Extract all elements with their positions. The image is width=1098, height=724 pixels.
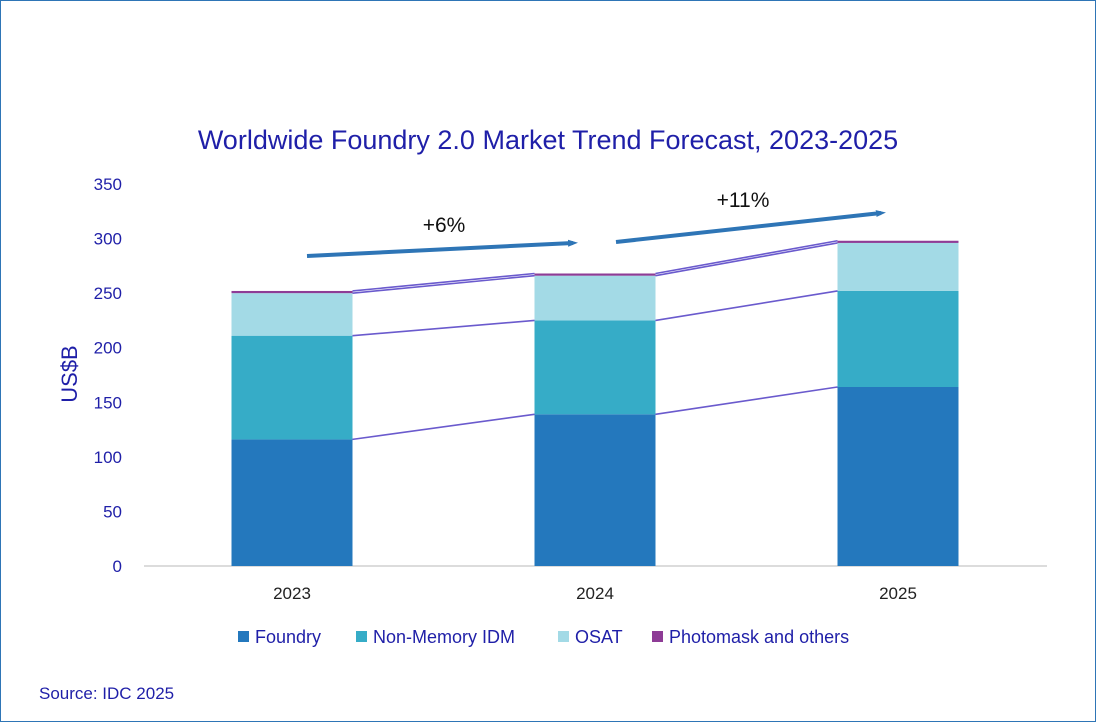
y-tick-label-250: 250 — [94, 284, 122, 303]
growth-annotations: +6% +11% — [306, 189, 886, 258]
bar-photomask-and-others-2023 — [231, 290, 353, 294]
bar-non-memory-idm-2024 — [534, 320, 656, 415]
growth-arrow-2024-2025 — [615, 210, 886, 244]
growth-label-2025: +11% — [717, 189, 770, 212]
legend: Foundry Non-Memory IDM OSAT Photomask and o… — [238, 627, 849, 647]
bar-foundry-2025 — [837, 387, 959, 566]
legend-swatch-foundry — [238, 631, 249, 642]
x-tick-label-2025: 2025 — [879, 584, 917, 603]
bar-foundry-2024 — [534, 414, 656, 566]
x-tick-label-2024: 2024 — [576, 584, 614, 603]
connector-non-memory-idm-2023-2024 — [352, 319, 535, 337]
y-tick-label-300: 300 — [94, 230, 122, 249]
y-axis-ticks: 0 50 100 150 200 250 300 350 — [94, 175, 122, 576]
y-tick-label-0: 0 — [113, 557, 122, 576]
x-tick-label-2023: 2023 — [273, 584, 311, 603]
series-connector-lines — [352, 239, 838, 441]
y-axis-label: US$B — [57, 345, 82, 402]
growth-label-2024: +6% — [423, 214, 466, 237]
bar-osat-2025 — [837, 242, 959, 291]
bar-photomask-and-others-2024 — [534, 273, 656, 276]
source-note: Source: IDC 2025 — [39, 684, 174, 703]
connector-osat-2024-2025 — [655, 242, 838, 277]
y-tick-label-350: 350 — [94, 175, 122, 194]
bar-foundry-2023 — [231, 439, 353, 566]
bar-non-memory-idm-2023 — [231, 335, 353, 440]
bars-group — [231, 240, 959, 566]
legend-swatch-non-memory-idm — [356, 631, 367, 642]
y-tick-label-50: 50 — [103, 502, 122, 521]
connector-non-memory-idm-2024-2025 — [655, 290, 838, 322]
legend-label-foundry: Foundry — [255, 627, 321, 647]
y-tick-label-200: 200 — [94, 339, 122, 358]
bar-osat-2023 — [231, 293, 353, 336]
y-tick-label-150: 150 — [94, 393, 122, 412]
legend-label-osat: OSAT — [575, 627, 623, 647]
legend-swatch-photomask-and-others — [652, 631, 663, 642]
legend-label-non-memory-idm: Non-Memory IDM — [373, 627, 515, 647]
connector-photomask-and-others-2024-2025 — [655, 239, 838, 275]
y-tick-label-100: 100 — [94, 448, 122, 467]
bar-non-memory-idm-2025 — [837, 290, 959, 388]
chart-title: Worldwide Foundry 2.0 Market Trend Forec… — [198, 125, 898, 155]
legend-swatch-osat — [558, 631, 569, 642]
connector-osat-2023-2024 — [352, 274, 535, 294]
connector-foundry-2023-2024 — [352, 413, 535, 441]
x-axis-ticks: 2023 2024 2025 — [273, 584, 917, 603]
legend-label-photomask-and-others: Photomask and others — [669, 627, 849, 647]
bar-osat-2024 — [534, 275, 656, 321]
bar-photomask-and-others-2025 — [837, 240, 959, 243]
connector-photomask-and-others-2023-2024 — [352, 272, 535, 292]
growth-arrow-2023-2024 — [306, 239, 578, 258]
connector-foundry-2024-2025 — [655, 386, 838, 416]
